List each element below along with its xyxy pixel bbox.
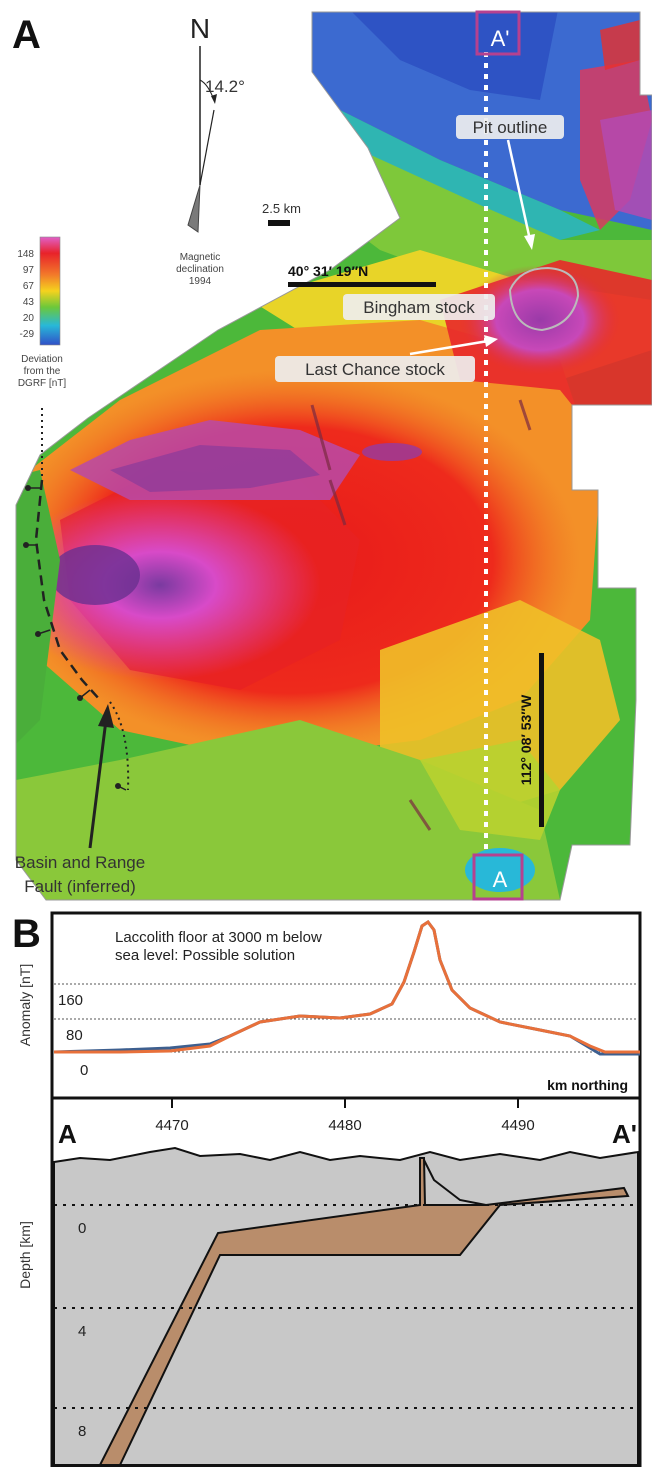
anomaly-plot-frame <box>50 911 642 1100</box>
north-label: N <box>190 13 210 44</box>
declination-caption-1: Magnetic <box>180 252 221 263</box>
longitude-bar <box>539 653 544 827</box>
legend-caption-3: DGRF [nT] <box>18 378 67 389</box>
legend-value: 43 <box>23 297 35 308</box>
fault-label-2: Fault (inferred) <box>24 877 135 896</box>
pit-outline-label: Pit outline <box>473 118 548 137</box>
section-end-bottom-label: A <box>493 867 508 892</box>
last-chance-arrow <box>409 339 489 356</box>
last-chance-stock-label: Last Chance stock <box>305 360 445 379</box>
declination-angle: 14.2° <box>205 77 245 96</box>
depth-tick: 4 <box>78 1323 86 1340</box>
legend-caption-1: Deviation <box>21 354 63 365</box>
latitude-bar <box>288 282 436 287</box>
laccolith-note-2: sea level: Possible solution <box>115 947 295 964</box>
bingham-stock-label: Bingham stock <box>363 298 475 317</box>
section-end-box-top <box>475 10 521 56</box>
section-end-top-label: A' <box>491 26 510 51</box>
longitude-label: 112° 08′ 53″W <box>518 694 534 785</box>
legend-value: 20 <box>23 313 35 324</box>
depth-tick: 0 <box>78 1220 86 1237</box>
section-end-left: A <box>58 1119 77 1149</box>
pit-outline-shape <box>508 266 580 332</box>
longitude-marker: 112° 08′ 53″W <box>518 653 544 827</box>
basin-range-fault: Basin and Range Fault (inferred) <box>15 408 145 896</box>
section-end-right: A' <box>612 1119 637 1149</box>
declination-indicator: N 14.2° Magnetic declination 1994 <box>176 13 245 287</box>
anomaly-profile-chart: 160 80 0 Anomaly [nT] Laccolith floor at… <box>17 911 642 1100</box>
pit-outline-label-box <box>456 115 564 139</box>
laccolith-intrusion <box>98 1157 630 1466</box>
section-end-box-bottom <box>472 853 524 901</box>
anomaly-axis-label: Anomaly [nT] <box>17 964 33 1046</box>
declination-needle-icon <box>187 184 201 233</box>
section-line: A' A <box>472 10 524 901</box>
fault-trace <box>34 479 101 701</box>
bingham-stock-callout: Bingham stock <box>343 294 495 320</box>
x-tick-label: 4490 <box>501 1117 534 1134</box>
last-chance-stock-label-box <box>275 356 475 382</box>
latitude-marker: 40° 31′ 19″N <box>288 263 436 287</box>
scale-bar: 2.5 km <box>262 201 301 226</box>
scale-bar-label: 2.5 km <box>262 201 301 216</box>
model-anomaly-line <box>54 919 640 1054</box>
x-tick-label: 4480 <box>328 1117 361 1134</box>
legend-colorbar <box>39 236 61 346</box>
declination-caption-2: declination <box>176 264 224 275</box>
legend-value: 97 <box>23 265 35 276</box>
pit-outline-arrowhead-icon <box>524 234 535 250</box>
pit-outline-callout: Pit outline <box>456 115 580 332</box>
panel-b-letter: B <box>12 912 41 956</box>
depth-tick: 8 <box>78 1423 86 1440</box>
last-chance-arrowhead-icon <box>484 335 498 347</box>
depth-axis-label: Depth [km] <box>17 1221 33 1289</box>
depth-cross-section: 4470 4480 4490 A A' 0 4 8 Depth [km] <box>17 1096 642 1467</box>
last-chance-stock-callout: Last Chance stock <box>275 335 498 382</box>
latitude-label: 40° 31′ 19″N <box>288 263 368 279</box>
bingham-stock-label-box <box>343 294 495 320</box>
fault-label-1: Basin and Range <box>15 853 145 872</box>
anomaly-tick: 160 <box>58 992 83 1009</box>
fault-arrowhead-icon <box>98 704 114 728</box>
laccolith-note-1: Laccolith floor at 3000 m below <box>115 929 322 946</box>
anomaly-tick: 0 <box>80 1062 88 1079</box>
anomaly-tick: 80 <box>66 1027 83 1044</box>
scale-bar-bar <box>268 220 290 226</box>
panel-a-letter: A <box>12 13 41 57</box>
x-axis-label: km northing <box>547 1077 628 1093</box>
legend-caption-2: from the <box>24 366 61 377</box>
pit-outline-arrow <box>506 139 532 241</box>
fault-pointer-arrow <box>88 719 108 849</box>
declination-caption-3: 1994 <box>189 276 212 287</box>
legend-value: 67 <box>23 281 35 292</box>
crust-body <box>53 1146 639 1466</box>
color-legend: 148 97 67 43 20 -29 Deviation from the D… <box>17 236 67 389</box>
legend-value: 148 <box>17 249 34 260</box>
legend-value: -29 <box>20 329 35 340</box>
x-tick-label: 4470 <box>155 1117 188 1134</box>
